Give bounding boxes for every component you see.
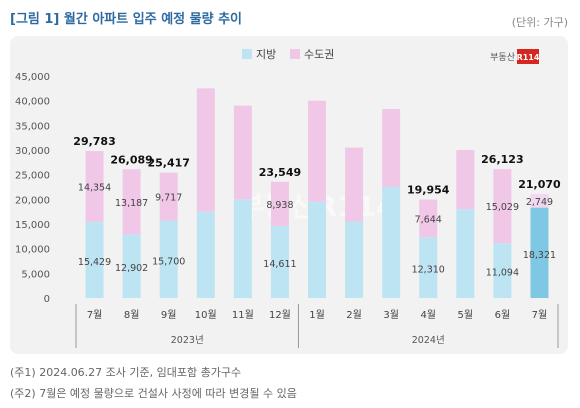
chart-title: [그림 1] 월간 아파트 입주 예정 물량 추이 [10,12,243,27]
x-tick-label: 7월 [87,309,103,321]
legend-label-local: 지방 [256,48,276,61]
y-tick-label: 10,000 [15,245,50,256]
x-tick-label: 5월 [458,309,474,321]
data-label-capital: 7,644 [415,214,442,225]
x-tick-label: 10월 [195,309,217,321]
data-label-total: 25,417 [147,157,189,170]
x-tick-label: 4월 [420,309,436,321]
bar-segment-capital [85,151,104,222]
y-tick-label: 45,000 [15,72,50,83]
bar-segment-local [196,211,215,298]
data-label-local: 14,611 [263,259,296,270]
data-label-local: 15,429 [78,257,111,268]
bar-segment-local [308,201,326,298]
logo-badge [517,49,539,64]
y-tick-label: 35,000 [15,121,50,132]
data-label-total: 23,549 [259,166,301,179]
bar-segment-capital [308,100,326,202]
bar-segment-local [270,225,289,298]
y-tick-label: 25,000 [15,171,50,182]
bar-segment-capital [456,150,475,210]
data-label-capital: 15,029 [486,202,519,213]
x-tick-label: 11월 [232,309,254,321]
footnote-2: (주2) 7월은 예정 물량으로 건설사 사정에 따라 변경될 수 있음 [10,387,297,400]
y-tick-label: 40,000 [15,97,50,108]
bar-segment-capital [233,105,252,200]
group-label: 2023년 [171,335,204,346]
bar-segment-capital [530,194,549,208]
bar-segment-local [122,234,141,298]
bar-segment-local [419,237,438,298]
bar-segment-local [85,221,104,298]
data-label-total: 29,783 [73,135,115,148]
x-tick-label: 12월 [269,309,291,321]
y-tick-label: 0 [44,294,50,305]
data-label-local: 18,321 [523,250,556,261]
group-label: 2024년 [412,335,445,346]
y-tick-label: 5,000 [21,269,50,280]
bar-segment-capital [419,199,438,238]
x-tick-label: 8월 [124,309,140,321]
bar-segment-local [456,209,475,298]
data-label-local: 12,902 [115,263,148,274]
bar-segment-capital [159,172,178,221]
data-label-total: 26,123 [481,153,523,166]
legend-swatch-local [242,49,252,59]
logo-badge-text: R114 [517,53,540,62]
x-tick-label: 2월 [346,309,362,321]
data-label-total: 21,070 [518,178,561,191]
bar-segment-capital [382,109,401,187]
y-tick-label: 30,000 [15,146,50,157]
bar-segment-capital [345,147,364,222]
unit-label: (단위: 가구) [511,16,568,29]
data-label-capital: 2,749 [526,197,553,208]
bar-segment-local [493,243,512,298]
y-tick-label: 15,000 [15,220,50,231]
y-tick-label: 20,000 [15,195,50,206]
data-label-total: 19,954 [407,184,450,197]
x-tick-label: 7월 [532,309,548,321]
data-label-capital: 14,354 [78,182,111,193]
data-label-capital: 13,187 [115,198,148,209]
footnote-1: (주1) 2024.06.27 조사 기준, 임대포함 총가구수 [10,366,242,379]
x-tick-label: 3월 [383,309,399,321]
bar-segment-capital [493,169,512,244]
data-label-capital: 9,717 [155,193,182,204]
bar-segment-capital [196,88,215,212]
x-tick-label: 1월 [309,309,325,321]
bar-segment-capital [270,181,289,226]
logo-text: 부동산 [490,52,515,63]
bar-segment-local [159,220,178,298]
bar-segment-local [382,187,401,298]
data-label-total: 26,089 [110,153,152,166]
data-label-local: 12,310 [412,265,445,276]
bar-segment-local [233,199,252,298]
data-label-local: 11,094 [486,268,519,279]
bar-segment-capital [122,169,141,235]
data-label-local: 15,700 [152,256,185,267]
legend-swatch-capital [290,49,300,59]
legend-label-capital: 수도권 [304,48,334,61]
data-label-capital: 8,938 [266,200,293,211]
bar-segment-local [530,207,549,298]
bar-segment-local [345,221,364,298]
x-tick-label: 6월 [495,309,511,321]
x-tick-label: 9월 [161,309,177,321]
